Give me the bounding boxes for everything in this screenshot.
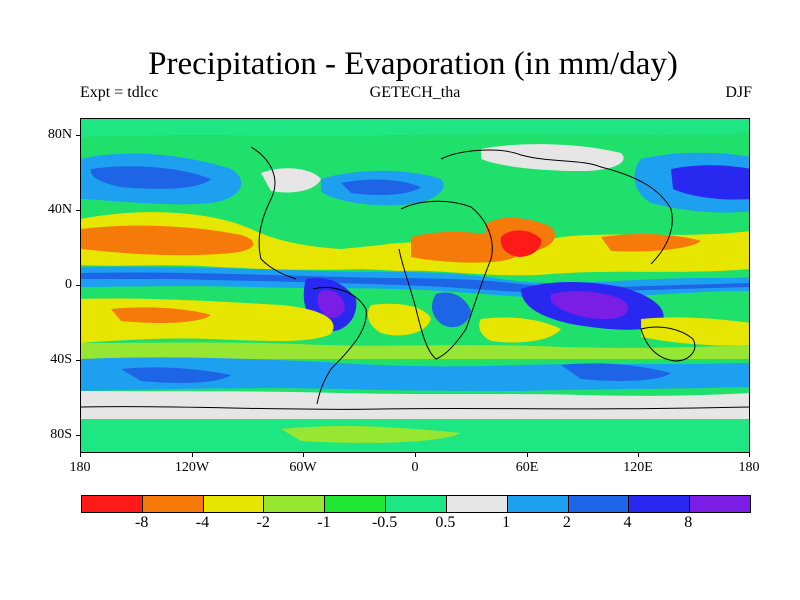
colorbar-box-4 (325, 496, 387, 512)
nh-orange-pacific-w (601, 234, 701, 252)
sh-dry-indian (479, 317, 561, 343)
nh-atlantic-storm-core (341, 179, 421, 195)
colorbar-box-2 (203, 496, 265, 512)
lat-label-40n: 40N (47, 202, 72, 217)
lon-label-0: 0 (411, 460, 419, 475)
sh-dry-atlantic (367, 303, 431, 336)
colorbar (81, 495, 751, 513)
colorbar-box-10 (690, 496, 750, 512)
lon-label-60e: 60E (515, 460, 539, 475)
lon-label-60w: 60W (289, 460, 317, 475)
colorbar-label: -8 (135, 514, 149, 531)
colorbar-box-9 (629, 496, 691, 512)
lat-tick-40s (76, 360, 80, 361)
experiment-label: Expt = tdlcc (80, 84, 159, 101)
colorbar-label: -1 (317, 514, 331, 531)
colorbar-label: 4 (623, 514, 632, 531)
nh-grey-eurasia (481, 144, 624, 171)
lon-label-180w: 180 (69, 460, 91, 475)
colorbar-box-8 (568, 496, 630, 512)
nh-westpac-storm-core (671, 165, 749, 200)
lon-label-120w: 120W (174, 460, 210, 475)
colorbar-label: -0.5 (371, 514, 398, 531)
colorbar-box-3 (264, 496, 326, 512)
colorbar-label: 0.5 (435, 514, 456, 531)
colorbar-label: -4 (195, 514, 210, 531)
lat-label-80n: 80N (47, 127, 72, 142)
colorbar-box-5 (386, 496, 447, 512)
lat-tick-40n (76, 210, 80, 211)
lat-tick-80n (76, 135, 80, 136)
lon-label-180e: 180 (738, 460, 760, 475)
sh-transition (81, 342, 749, 359)
season-label: DJF (725, 84, 752, 101)
lat-label-40s: 40S (50, 352, 72, 367)
africa-wet (431, 292, 471, 328)
colorbar-box-7 (507, 496, 569, 512)
red-core (500, 230, 542, 257)
colorbar-label: 8 (684, 514, 693, 531)
sh-storm-core-1 (121, 367, 231, 383)
coastlines (81, 146, 749, 410)
colorbar-label: -2 (256, 514, 270, 531)
lon-tick-60w (303, 453, 304, 457)
lat-label-80s: 80S (50, 427, 72, 442)
sh-storm-core-2 (561, 363, 671, 381)
indo-pacific-core (551, 291, 629, 319)
south-america-core (317, 289, 345, 318)
lon-tick-120e (638, 453, 639, 457)
lon-tick-0 (415, 453, 416, 457)
lat-tick-eq (76, 285, 80, 286)
colorbar-label: 2 (562, 514, 571, 531)
nh-arctic-cyan (81, 119, 749, 137)
antarctic-patch (281, 426, 461, 443)
colorbar-box-0 (82, 496, 143, 512)
lon-tick-120w (192, 453, 193, 457)
nh-orange-pacific (81, 225, 254, 256)
lon-tick-60e (527, 453, 528, 457)
nh-grey-namerica (261, 168, 321, 193)
dataset-label: GETECH_tha (369, 84, 461, 101)
lon-tick-180e (749, 453, 750, 457)
colorbar-box-1 (142, 496, 204, 512)
lat-label-eq: 0 (65, 277, 72, 292)
lon-tick-180w (80, 453, 81, 457)
nh-pacific-storm-core (90, 166, 211, 189)
plot-title: Precipitation - Evaporation (in mm/day) (148, 46, 678, 82)
sh-dry-pacific-e (641, 317, 749, 346)
lat-tick-80s (76, 435, 80, 436)
antarctic-grey (81, 391, 749, 419)
map-panel (80, 118, 750, 453)
lon-label-120e: 120E (623, 460, 653, 475)
sh-orange-patch (111, 307, 211, 323)
colorbar-box-6 (446, 496, 508, 512)
precip-evap-map (81, 119, 749, 452)
colorbar-label: 1 (502, 514, 511, 531)
